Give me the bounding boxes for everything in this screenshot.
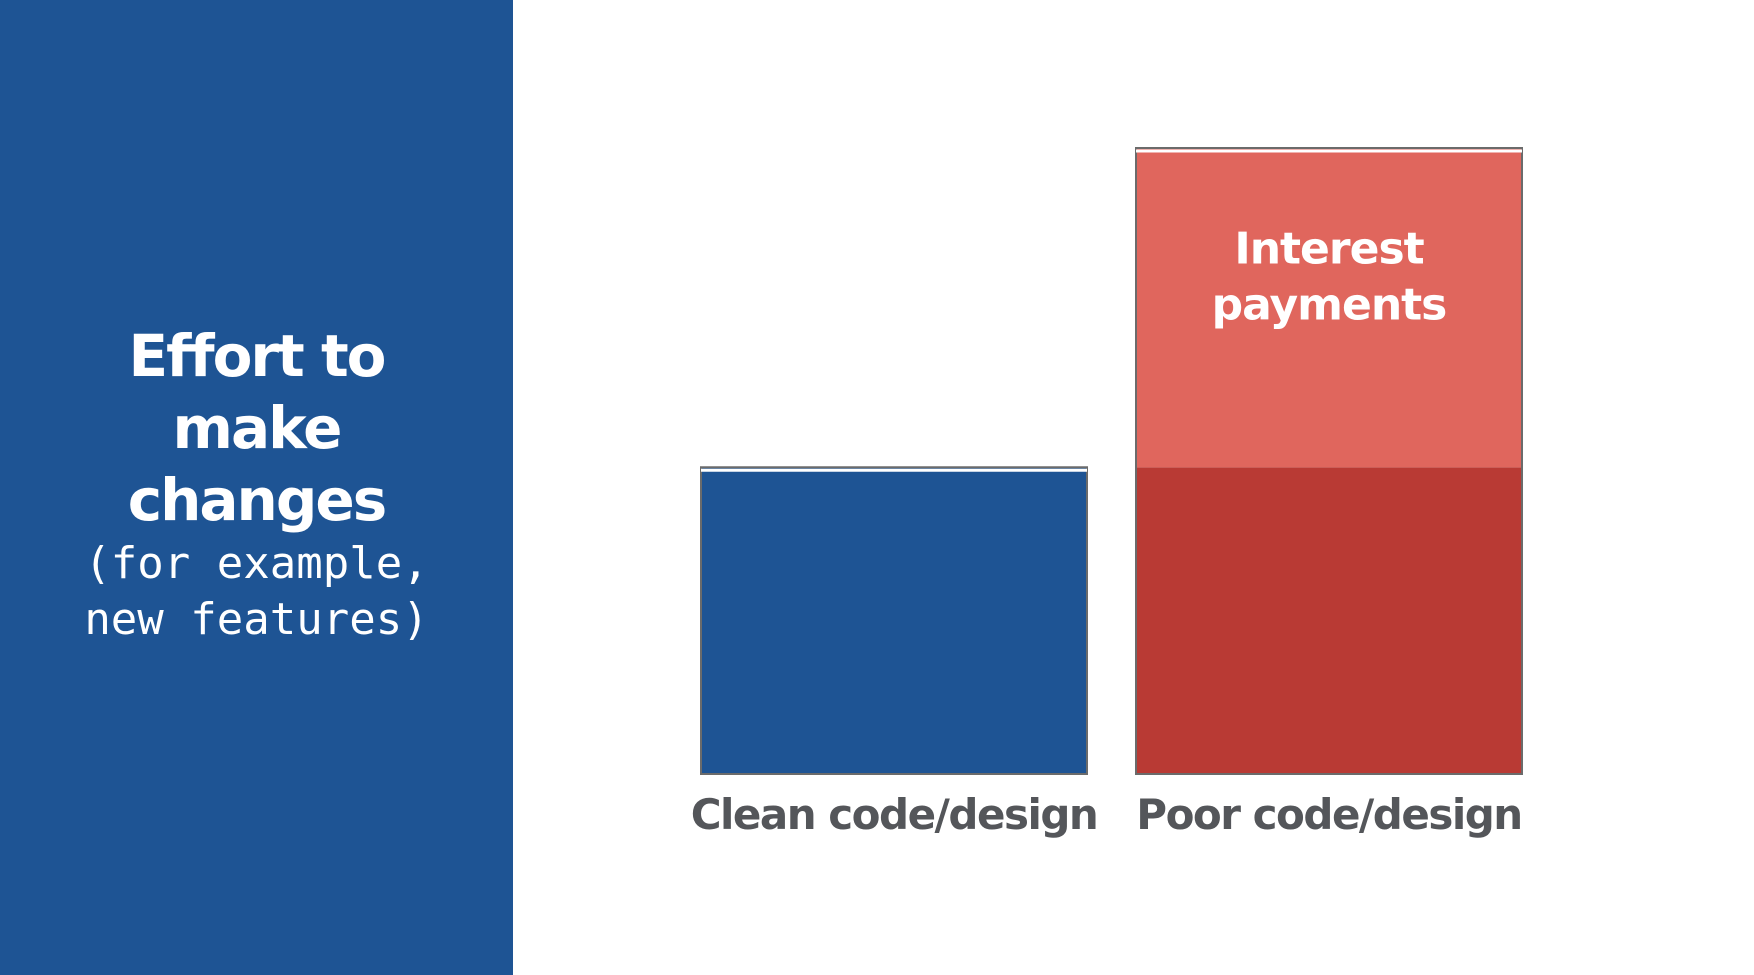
panel-subtitle: (for example, new features) [84,538,429,645]
bar-outline-1 [700,466,1088,775]
segment-label-line-2: payments [1212,280,1447,331]
bar-segment-2-2 [1136,148,1522,468]
segment-label-line-1: Interest [1234,224,1424,275]
category-label-1: Clean code/design [691,790,1098,839]
segment-label: Interest payments [1212,224,1447,331]
bar-segment-2-1 [1136,467,1522,774]
panel-text: Effort to make changes (for example, new… [0,320,513,648]
side-panel: Effort to make changes (for example, new… [0,0,513,975]
category-label-2: Poor code/design [1136,790,1521,839]
bar-segment-1-1 [701,467,1087,774]
panel-title: Effort to make changes [127,322,387,534]
bar-outline-2 [1135,147,1523,775]
